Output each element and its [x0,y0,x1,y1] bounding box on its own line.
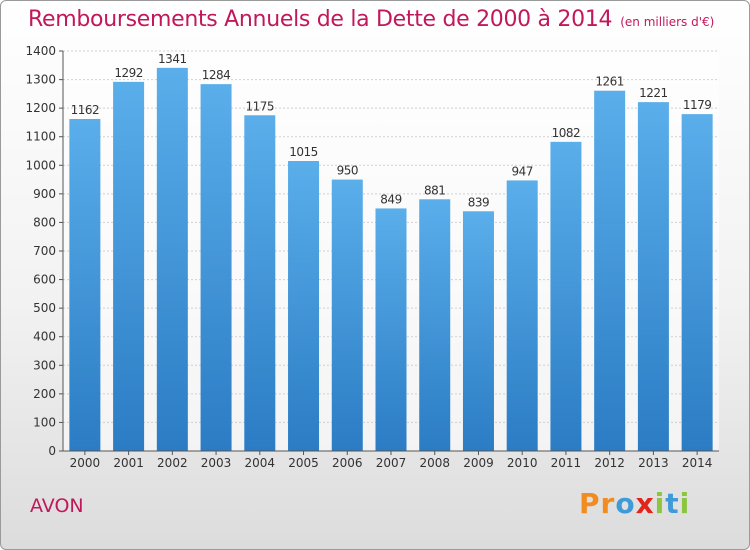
logo-letter: i [679,487,691,520]
bar-2010 [506,180,538,451]
bar-2011 [550,141,582,451]
bar-2012 [594,90,626,451]
logo-letter: x [635,487,655,520]
x-tick-label: 2008 [419,456,450,470]
x-tick-label: 2004 [245,456,276,470]
bar-2005 [288,161,320,451]
data-label: 947 [511,164,532,178]
bar-2007 [375,208,407,451]
data-label: 1221 [639,86,668,100]
proxiti-logo: Proxiti [579,487,690,520]
y-tick-label: 1100 [25,130,56,144]
commune-name: AVON [30,495,84,517]
data-label: 1341 [158,52,187,66]
y-tick-label: 1200 [25,101,56,115]
y-tick-label: 600 [33,273,56,287]
data-label: 1284 [202,68,231,82]
logo-letter: t [665,487,680,520]
logo-letter: i [654,487,666,520]
x-tick-label: 2009 [463,456,494,470]
y-tick-label: 100 [33,415,56,429]
x-tick-label: 2007 [376,456,407,470]
bar-2013 [637,102,669,452]
data-label: 839 [468,195,489,209]
logo-letter: o [615,487,636,520]
data-label: 881 [424,183,445,197]
y-tick-label: 300 [33,358,56,372]
data-label: 849 [380,192,401,206]
y-tick-label: 500 [33,301,56,315]
chart-subtitle: (en milliers d'€) [620,15,715,29]
logo-letter: r [600,487,616,520]
y-tick-label: 400 [33,330,56,344]
data-label: 1015 [289,145,318,159]
bar-2001 [113,81,145,451]
bar-2003 [200,84,232,452]
bar-2000 [69,119,101,451]
y-tick-label: 800 [33,215,56,229]
chart-title: Remboursements Annuels de la Dette de 20… [28,7,714,32]
data-label: 1292 [114,66,143,80]
x-tick-label: 2006 [332,456,363,470]
bar-2004 [244,115,276,452]
x-tick-label: 2011 [551,456,582,470]
data-label: 1179 [683,98,712,112]
x-tick-label: 2003 [201,456,232,470]
y-tick-label: 200 [33,387,56,401]
bar-2008 [419,199,451,451]
chart-title-text: Remboursements Annuels de la Dette de 20… [28,7,613,32]
x-tick-label: 2014 [682,456,713,470]
logo-letter: P [579,487,601,520]
y-tick-label: 1000 [25,158,56,172]
x-tick-label: 2012 [594,456,625,470]
x-tick-label: 2002 [157,456,188,470]
y-tick-label: 900 [33,187,56,201]
x-tick-label: 2013 [638,456,669,470]
bar-2006 [331,179,363,452]
data-label: 1162 [71,103,100,117]
x-tick-label: 2000 [70,456,101,470]
y-tick-label: 1300 [25,73,56,87]
x-tick-label: 2005 [288,456,319,470]
bar-2014 [681,114,713,452]
x-tick-label: 2001 [113,456,144,470]
data-label: 950 [337,164,358,178]
data-label: 1261 [595,75,624,89]
y-tick-label: 700 [33,244,56,258]
data-label: 1082 [552,126,581,140]
y-tick-label: 0 [48,444,56,458]
bar-2002 [156,67,188,451]
bar-2009 [462,211,494,451]
y-tick-label: 1400 [25,44,56,58]
x-tick-label: 2010 [507,456,538,470]
data-label: 1175 [246,99,275,113]
